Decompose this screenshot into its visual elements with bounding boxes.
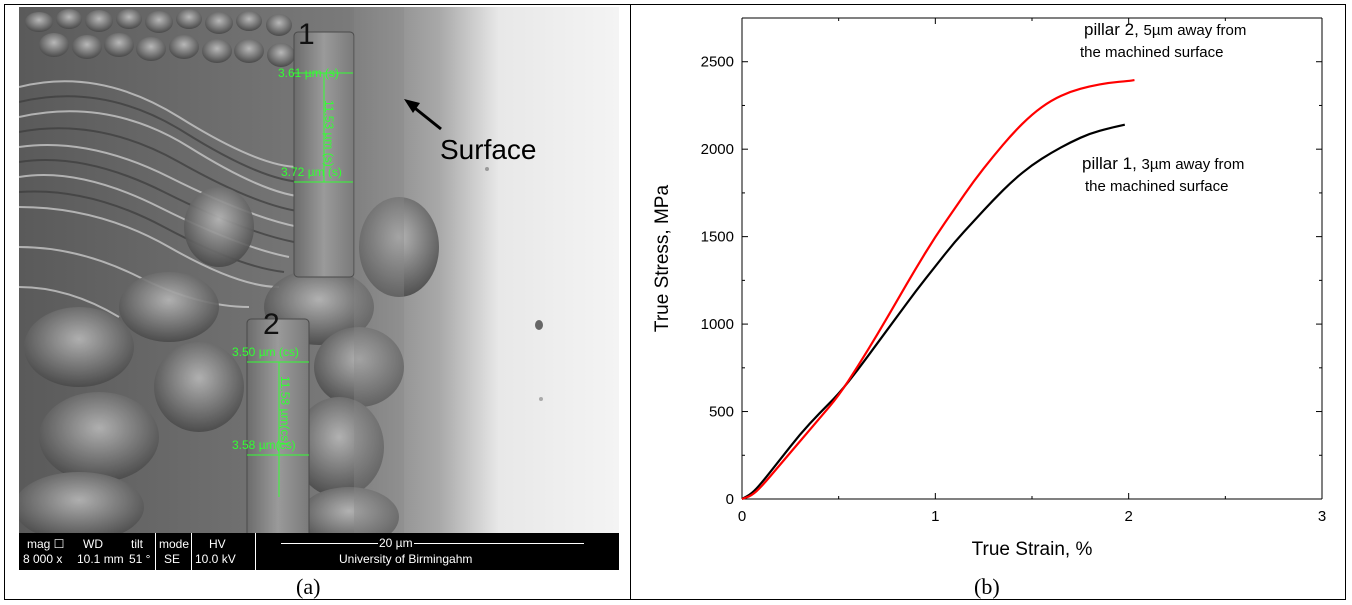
p1-top-measure: 3.61 µm (s) [278, 66, 339, 80]
caption-a: (a) [296, 574, 321, 599]
surface-label: Surface [440, 134, 537, 165]
pillar-1-annotation-line2: the machined surface [1085, 178, 1229, 195]
y-tick-label: 0 [726, 491, 734, 508]
x-tick-label: 3 [1318, 508, 1326, 525]
surface-arrow-icon [404, 99, 442, 131]
y-tick-label: 1500 [701, 229, 734, 246]
p2-top-measure: 3.50 µm (cs) [232, 345, 299, 359]
mag-value: 8 000 x [23, 552, 63, 566]
y-tick-label: 500 [709, 404, 734, 421]
y-tick-label: 2000 [701, 141, 734, 158]
series-line-pillar-1 [741, 123, 1126, 500]
hv-value: 10.0 kV [195, 552, 236, 566]
stress-strain-chart: 0 1 2 3 0 500 1000 1500 2000 2500 True Strain, % Tr… [652, 17, 1326, 560]
p1-bottom-measure: 3.72 µm (s) [281, 165, 342, 179]
p2-bottom-measure: 3.58 µm(cs) [232, 438, 296, 452]
sem-info-bar: mag ☐ 8 000 x WD 10.1 mm tilt 51 ° mode … [19, 533, 619, 570]
tilt-label: tilt [131, 537, 143, 551]
pillar-1-number: 1 [298, 18, 315, 51]
wd-label: WD [83, 537, 103, 551]
x-tick-label: 0 [738, 508, 746, 525]
figure-frame [4, 4, 1346, 600]
institution-label: University of Birmingahm [339, 552, 473, 566]
mode-value: SE [164, 552, 181, 566]
y-tick-label: 2500 [701, 54, 734, 71]
caption-b: (b) [974, 574, 1000, 599]
tilt-value: 51 ° [129, 552, 151, 566]
x-axis-label: True Strain, % [972, 539, 1093, 560]
pillar-2-number: 2 [263, 308, 280, 341]
pillar-2-annotation: pillar 2, 5µm away from [1084, 20, 1247, 39]
hv-label: HV [209, 537, 226, 551]
y-axis-label: True Stress, MPa [652, 185, 673, 333]
sem-micrograph [19, 7, 619, 570]
x-tick-label: 2 [1124, 508, 1132, 525]
y-tick-label: 1000 [701, 316, 734, 333]
series-line-pillar-2 [741, 79, 1135, 501]
pillar-2-annotation-line2: the machined surface [1080, 44, 1224, 61]
wd-value: 10.1 mm [77, 552, 124, 566]
mode-label: mode [159, 537, 190, 551]
panel-divider [630, 4, 631, 600]
x-tick-label: 1 [931, 508, 939, 525]
mag-label: mag ☐ [27, 537, 65, 551]
scale-bar-label: 20 µm [379, 536, 413, 550]
sem-image [19, 7, 619, 570]
pillar-1-annotation: pillar 1, 3µm away from [1082, 154, 1245, 173]
